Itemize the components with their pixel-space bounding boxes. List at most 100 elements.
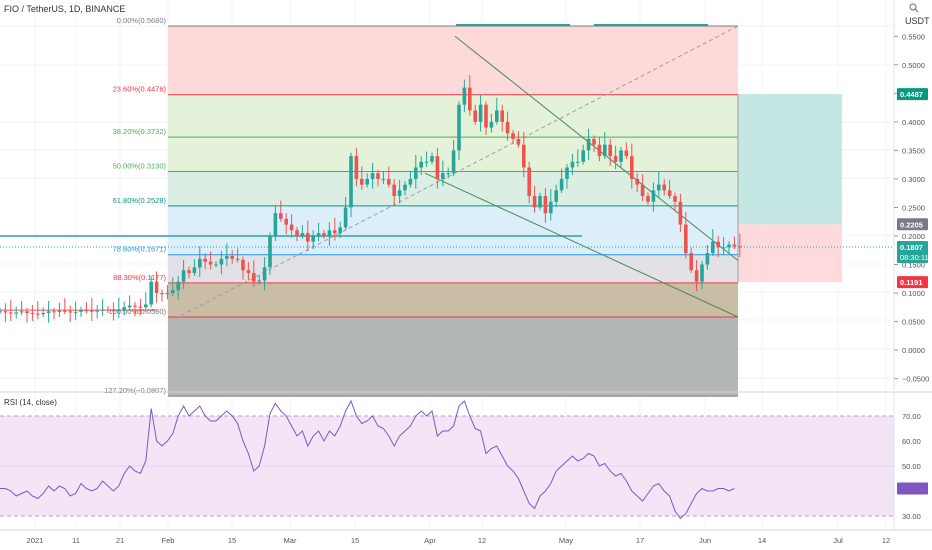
candle-body	[495, 110, 499, 122]
candle-body	[673, 196, 677, 202]
candle-body	[252, 273, 256, 282]
candle-body	[57, 310, 62, 312]
candle-body	[624, 150, 629, 157]
rsi-tick-label: 70.00	[902, 412, 921, 421]
stop-loss-tag: 0.1191	[900, 278, 923, 287]
time-label: 12	[478, 536, 486, 545]
fib-level-label: 38.20%(0.3732)	[113, 127, 167, 136]
candle-body	[538, 196, 542, 208]
fib-level-label: 0.00%(0.5680)	[117, 16, 167, 25]
candle-body	[684, 224, 688, 254]
candle-body	[727, 244, 731, 248]
rsi-tick-label: 30.00	[902, 512, 921, 521]
candle-body	[311, 235, 315, 242]
symbol-title[interactable]: FIO / TetherUS, 1D, BINANCE	[4, 4, 125, 14]
candle-body	[738, 246, 742, 248]
price-tick-label: 0.2500	[902, 203, 925, 212]
candle-body	[106, 309, 110, 311]
candle-body	[295, 230, 299, 236]
candle-body	[246, 270, 251, 274]
time-label: 11	[72, 536, 80, 545]
candle-body	[451, 150, 456, 174]
candle-body	[149, 281, 153, 305]
candle-body	[473, 110, 477, 122]
trend-lines[interactable]	[0, 24, 739, 320]
candle-body	[403, 184, 407, 191]
price-tick-label: 0.1500	[902, 261, 925, 270]
price-tick-label: 0.0500	[902, 318, 925, 327]
candle-body	[343, 207, 348, 228]
rsi-tick-label: 50.00	[902, 462, 921, 471]
candle-body	[322, 233, 326, 236]
candle-body	[214, 264, 218, 266]
candle-body	[646, 196, 650, 202]
time-label: 17	[636, 536, 644, 545]
fib-zone	[168, 282, 738, 317]
candle-body	[241, 259, 245, 271]
last-price-tag: 0.1807	[900, 243, 923, 252]
candle-body	[516, 138, 521, 145]
candle-body	[489, 121, 494, 128]
candle-body	[689, 253, 693, 271]
candle-body	[63, 310, 67, 312]
fib-level-label: 78.60%(0.1671)	[113, 245, 167, 254]
fib-level-label: 50.00%(0.3130)	[113, 162, 167, 171]
candle-body	[73, 311, 78, 313]
candle-body	[306, 233, 310, 242]
candle-body	[41, 313, 45, 315]
candle-body	[289, 224, 294, 231]
long-position-tool[interactable]	[737, 94, 842, 283]
rsi-title[interactable]: RSI (14, close)	[4, 398, 57, 407]
candle-body	[30, 313, 35, 315]
fib-trend-line	[174, 25, 739, 320]
price-tick-label: 0.0000	[902, 346, 925, 355]
candle-body	[376, 173, 380, 179]
candle-body	[700, 264, 704, 282]
price-tick-label: 0.5000	[902, 61, 925, 70]
candle-body	[705, 253, 710, 265]
candle-body	[333, 230, 337, 234]
search-icon[interactable]	[909, 3, 919, 13]
entry-tag: 0.2205	[900, 220, 923, 229]
candle-body	[0, 311, 2, 313]
candle-body	[354, 156, 359, 179]
candle-body	[95, 310, 99, 312]
currency-label[interactable]: USDT	[905, 16, 930, 26]
time-axis[interactable]: 2021 11 21 Feb 15 Mar 15 Apr 12 May 17 Jun 14 Jul 12	[27, 536, 891, 545]
candle-body	[203, 258, 207, 262]
candle-body	[90, 310, 94, 312]
candle-body	[522, 144, 526, 168]
candle-body	[613, 156, 618, 162]
price-tick-label: 0.3500	[902, 146, 925, 155]
candle-body	[9, 312, 13, 314]
rsi-value-tag-bg	[897, 482, 928, 495]
candle-body	[414, 167, 418, 179]
candle-body	[484, 104, 488, 128]
candle-body	[133, 305, 137, 307]
candle-body	[549, 201, 553, 214]
candle-body	[640, 184, 645, 197]
candle-body	[122, 307, 126, 311]
time-label: Jun	[699, 536, 711, 545]
candle-body	[511, 133, 515, 139]
time-label: Feb	[162, 536, 175, 545]
candle-body	[349, 156, 353, 208]
fibonacci-retracement[interactable]	[168, 25, 738, 397]
time-label: Apr	[424, 536, 436, 545]
time-label: Mar	[284, 536, 297, 545]
candle-body	[230, 255, 234, 259]
take-profit-tag-bg	[897, 88, 928, 101]
fib-level-label: 127.20%(−0.0807)	[104, 386, 166, 395]
fib-level-label: 88.30%(0.1177)	[113, 273, 166, 282]
candle-body	[630, 156, 634, 179]
time-label: 15	[228, 536, 236, 545]
price-tick-label: −0.0500	[902, 375, 929, 384]
entry-tag-bg	[897, 218, 928, 231]
candle-body	[36, 313, 40, 315]
candle-body	[79, 310, 83, 312]
candle-body	[111, 310, 116, 312]
candle-body	[424, 161, 429, 163]
candle-body	[100, 309, 105, 311]
